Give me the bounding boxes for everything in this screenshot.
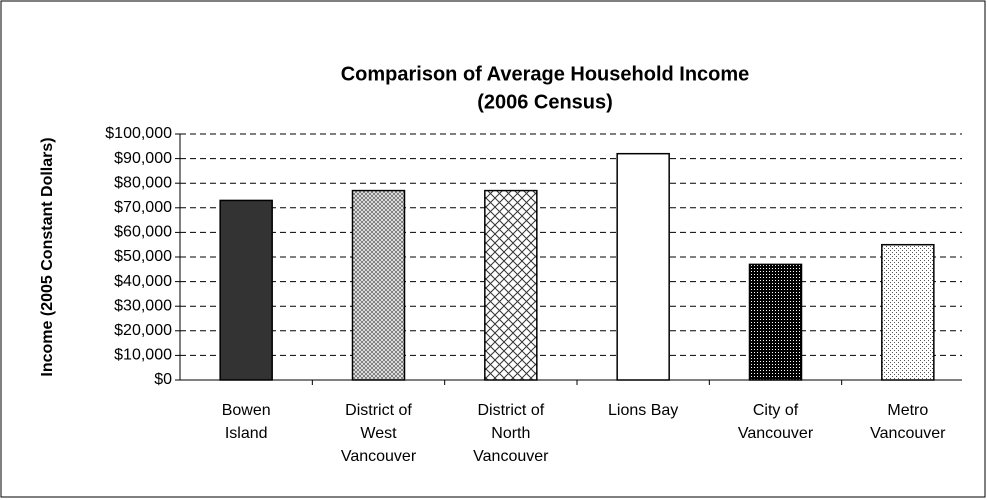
x-tick-label: Vancouver — [473, 448, 549, 465]
bar — [748, 263, 803, 381]
bar — [484, 189, 538, 381]
bar — [616, 152, 670, 381]
chart-title: Comparison of Average Household Income — [341, 63, 750, 85]
x-tick-label: Metro — [887, 402, 928, 419]
y-tick-label: $60,000 — [114, 224, 172, 241]
y-tick-label: $40,000 — [114, 273, 172, 290]
bar — [351, 189, 406, 381]
y-tick-label: $90,000 — [114, 150, 172, 167]
x-tick-label: North — [491, 425, 530, 442]
bar — [219, 199, 273, 381]
y-tick-label: $0 — [154, 371, 172, 388]
y-tick-label: $100,000 — [105, 125, 172, 142]
y-tick-label: $10,000 — [114, 347, 172, 364]
x-tick-label: District of — [477, 402, 544, 419]
x-tick-label: Island — [225, 425, 268, 442]
x-tick-label: Lions Bay — [608, 402, 678, 419]
y-tick-label: $80,000 — [114, 174, 172, 191]
y-axis-label: Income (2005 Constant Dollars) — [39, 137, 56, 376]
x-tick-label: Vancouver — [870, 425, 946, 442]
bar — [881, 243, 935, 381]
y-tick-label: $20,000 — [114, 322, 172, 339]
y-tick-label: $50,000 — [114, 248, 172, 265]
x-tick-label: Vancouver — [341, 448, 417, 465]
x-tick-label: District of — [345, 402, 412, 419]
x-tick-label: Vancouver — [738, 425, 814, 442]
chart-subtitle: (2006 Census) — [477, 91, 613, 113]
x-tick-label: West — [360, 425, 397, 442]
x-tick-label: Bowen — [222, 402, 271, 419]
y-tick-label: $70,000 — [114, 199, 172, 216]
x-tick-label: City of — [753, 402, 799, 419]
y-tick-label: $30,000 — [114, 297, 172, 314]
